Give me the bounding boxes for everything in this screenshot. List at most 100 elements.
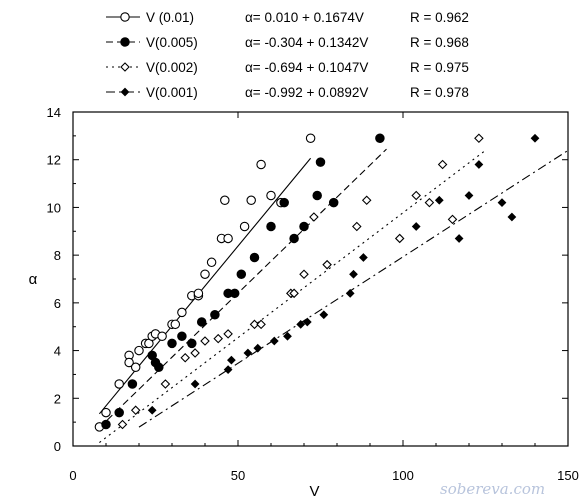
x-tick-label: 100 <box>392 468 414 483</box>
data-point <box>213 333 223 344</box>
legend-equation: α= -0.992 + 0.0892V <box>245 85 368 100</box>
fit-line <box>99 149 486 444</box>
data-point <box>147 405 157 415</box>
fit-line <box>98 157 312 415</box>
data-point <box>279 197 289 208</box>
data-point <box>289 288 299 299</box>
data-point <box>302 317 312 327</box>
data-point <box>375 133 385 143</box>
data-point <box>299 269 309 280</box>
series-points <box>147 133 540 415</box>
data-point <box>220 195 230 206</box>
y-tick-label: 14 <box>47 105 61 120</box>
data-point <box>120 87 130 97</box>
data-point <box>200 269 210 279</box>
data-point <box>206 257 217 268</box>
axes: 0 50 100 150 0 2 4 6 8 10 12 14 Vα <box>29 105 579 500</box>
data-point <box>127 379 138 389</box>
data-point <box>200 336 210 346</box>
data-point <box>411 190 421 201</box>
data-point <box>345 288 355 298</box>
data-point <box>305 133 316 143</box>
data-point <box>507 212 517 222</box>
data-point <box>223 329 233 339</box>
data-point <box>177 331 187 342</box>
data-point <box>180 352 190 363</box>
data-point <box>101 407 111 418</box>
series-points <box>101 133 385 430</box>
fit-lines <box>98 148 569 444</box>
data-point <box>227 355 236 365</box>
legend-row: V(0.001) α= -0.992 + 0.0892V R = 0.978 <box>106 85 469 100</box>
data-point <box>312 190 322 201</box>
legend: V (0.01) α= 0.010 + 0.1674V R = 0.962 V(0.0… <box>106 10 469 100</box>
data-point <box>328 197 339 208</box>
y-axis-title: α <box>29 271 38 288</box>
data-point <box>359 253 368 262</box>
data-point <box>497 198 507 208</box>
data-point <box>266 190 276 201</box>
data-point <box>352 221 362 232</box>
data-point <box>114 407 124 418</box>
y-tick-label: 4 <box>54 344 61 359</box>
data-point <box>424 197 435 208</box>
data-point <box>474 133 484 144</box>
legend-r-value: R = 0.978 <box>410 85 469 100</box>
data-point <box>299 221 309 232</box>
data-point <box>319 310 329 320</box>
x-tick-label: 0 <box>69 468 76 483</box>
data-point <box>322 259 332 270</box>
data-point <box>114 379 124 389</box>
data-point <box>447 214 458 225</box>
data-point <box>289 233 299 244</box>
data-point <box>530 133 540 143</box>
y-tick-label: 0 <box>54 439 61 454</box>
data-point <box>269 336 279 346</box>
data-point <box>253 343 263 353</box>
data-point <box>124 357 134 368</box>
data-point <box>130 405 141 415</box>
data-point <box>434 195 444 205</box>
data-point <box>190 379 200 389</box>
data-point <box>349 269 358 279</box>
data-point <box>283 331 292 341</box>
data-point <box>394 233 405 244</box>
data-point <box>120 12 130 22</box>
data-point <box>256 319 266 330</box>
legend-series-name: V(0.001) <box>146 85 198 100</box>
legend-row: V(0.002) α= -0.694 + 0.1047V R = 0.975 <box>106 60 469 75</box>
data-point <box>101 419 111 430</box>
legend-r-value: R = 0.975 <box>410 60 469 75</box>
data-point <box>130 362 141 373</box>
data-point <box>246 195 256 206</box>
x-tick-label: 50 <box>231 468 245 483</box>
series-points <box>94 133 316 432</box>
watermark-text: sobereva.com <box>440 480 545 498</box>
data-point <box>454 234 464 243</box>
data-point <box>160 379 171 389</box>
y-tick-label: 6 <box>54 296 61 311</box>
data-point <box>315 157 326 167</box>
data-point <box>411 222 421 231</box>
data-point <box>256 159 266 170</box>
fit-line <box>138 149 569 428</box>
data-point <box>249 252 260 263</box>
series-points <box>117 133 484 430</box>
data-point <box>117 419 128 430</box>
data-point <box>464 191 474 200</box>
y-tick-label: 10 <box>47 200 61 215</box>
data-point <box>229 288 240 299</box>
data-point <box>134 345 144 356</box>
data-point <box>196 317 207 327</box>
legend-equation: α= 0.010 + 0.1674V <box>245 10 364 25</box>
data-point <box>120 62 130 72</box>
y-tick-label: 2 <box>54 391 61 406</box>
legend-series-name: V(0.002) <box>146 60 198 75</box>
data-point <box>437 159 448 170</box>
fit-line <box>99 148 387 429</box>
data-point <box>243 348 253 358</box>
legend-row: V(0.005) α= -0.304 + 0.1342V R = 0.968 <box>106 35 469 50</box>
data-point <box>266 221 276 232</box>
legend-equation: α= -0.304 + 0.1342V <box>245 35 368 50</box>
